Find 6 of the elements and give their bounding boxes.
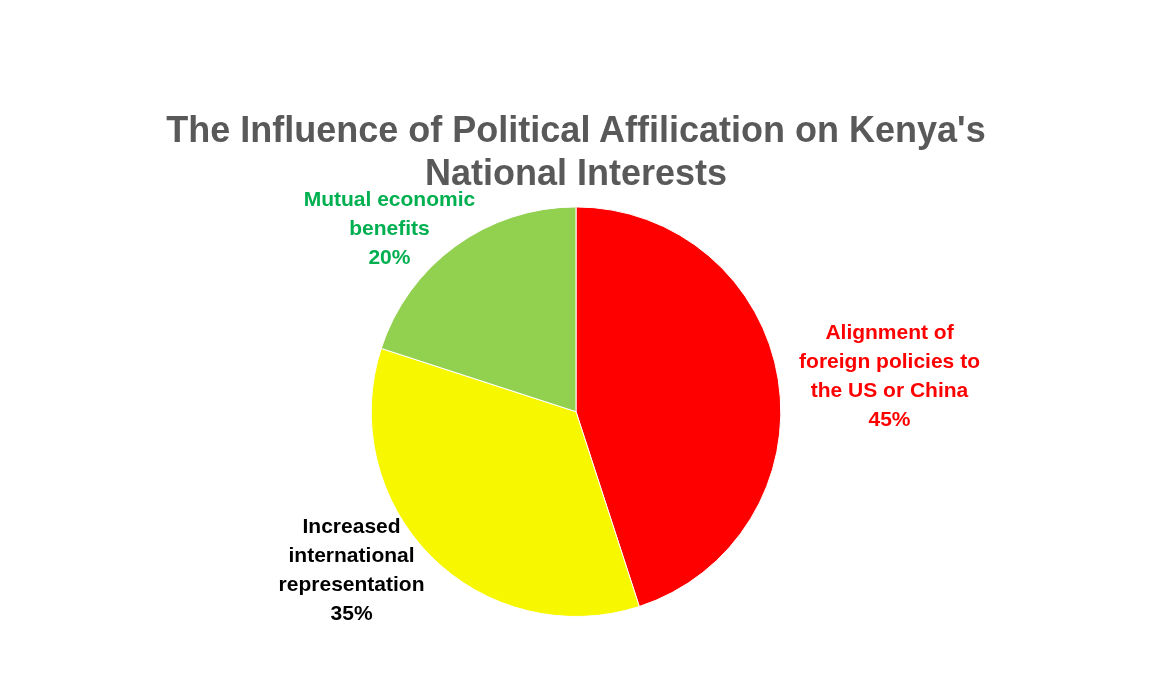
slice-label: Alignment of foreign policies to the US or China [799,319,980,401]
slice-label: Mutual economic benefits [303,187,476,240]
data-label: 35% [330,601,373,625]
data-label: 45% [868,406,911,430]
data-label: 20% [368,245,411,269]
slice-label: Increased international representation [278,514,425,596]
